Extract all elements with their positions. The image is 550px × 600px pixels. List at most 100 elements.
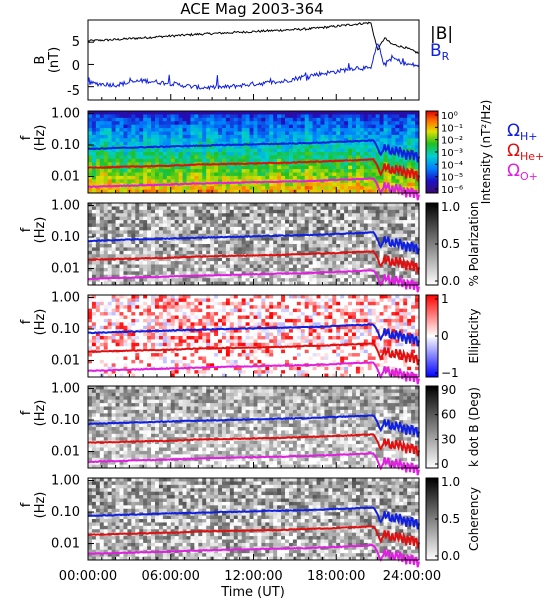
spectrogram-cell (143, 261, 148, 265)
spectrogram-cell (316, 124, 321, 129)
spectrogram-cell (182, 359, 188, 364)
spectrogram-cell (312, 148, 318, 153)
spectrogram-cell (147, 111, 152, 115)
spectrogram-cell (277, 121, 282, 126)
spectrogram-cell (99, 131, 105, 136)
spectrogram-cell (206, 339, 211, 344)
spectrogram-cell (281, 162, 286, 167)
spectrogram-cell (139, 114, 144, 119)
spectrogram-cell (182, 257, 188, 262)
spectrogram-cell (88, 308, 93, 313)
spectrogram-cell (170, 281, 176, 286)
spectrogram-cell (257, 230, 262, 235)
spectrogram-cell (277, 267, 282, 272)
spectrogram-cell (332, 152, 337, 156)
spectrogram-cell (135, 209, 140, 214)
spectrogram-cell (265, 186, 270, 191)
spectrogram-cell (91, 158, 97, 163)
spectrogram-cell (221, 237, 227, 242)
spectrogram-cell (296, 121, 302, 126)
spectrogram-cell (88, 111, 93, 115)
spectrogram-cell (174, 322, 180, 327)
spectrogram-cell (131, 295, 136, 299)
spectrogram-cell (115, 114, 121, 119)
spectrogram-cell (194, 155, 199, 160)
spectrogram-cell (269, 145, 274, 150)
spectrogram-cell (367, 134, 373, 139)
spectrogram-cell (202, 366, 207, 371)
spectrogram-cell (344, 114, 349, 119)
spectrogram-cell (154, 138, 160, 143)
spectrogram-cell (336, 114, 341, 119)
spectrogram-cell (225, 206, 231, 211)
spectrogram-cell (229, 216, 235, 221)
spectrogram-cell (170, 325, 176, 330)
spectrogram-cell (198, 261, 203, 265)
spectrogram-cell (119, 169, 124, 173)
spectrogram-cell (135, 267, 140, 272)
spectrogram-cell (186, 264, 191, 269)
spectrogram-cell (324, 271, 329, 276)
spectrogram-cell (292, 257, 298, 262)
spectrogram-cell (407, 216, 412, 221)
spectrogram-cell (257, 148, 262, 153)
spectrogram-cell (158, 148, 164, 153)
spectrogram-cell (218, 325, 223, 330)
spectrogram-cell (178, 213, 184, 218)
spectrogram-cell (221, 216, 227, 221)
spectrogram-cell (202, 261, 207, 265)
spectrogram-cell (190, 247, 195, 252)
spectrogram-cell (95, 281, 101, 286)
spectrogram-cell (103, 315, 109, 320)
spectrogram-cell (395, 226, 400, 231)
spectrogram-cell (182, 124, 188, 129)
spectrogram-cell (340, 230, 345, 235)
spectrogram-cell (312, 134, 318, 139)
spectrogram-cell (221, 155, 227, 160)
spectrogram-cell (99, 325, 105, 330)
spectrogram-cell (99, 329, 105, 334)
spectrogram-cell (265, 278, 270, 283)
spectrogram-cell (170, 373, 176, 378)
spectrogram-cell (411, 186, 416, 191)
spectrogram-cell (119, 332, 124, 337)
spectrogram-cell (348, 186, 353, 191)
spectrogram-cell (198, 220, 203, 224)
spectrogram-cell (241, 250, 247, 255)
spectrogram-cell (123, 121, 128, 126)
spectrogram-cell (411, 254, 416, 259)
spectrogram-cell (214, 216, 219, 221)
spectrogram-cell (375, 226, 381, 231)
spectrogram-cell (115, 172, 121, 177)
spectrogram-cell (127, 121, 132, 126)
spectrogram-cell (166, 220, 172, 224)
spectrogram-cell (241, 148, 247, 153)
spectrogram-cell (344, 148, 349, 153)
spectrogram-cell (411, 128, 416, 132)
spectrogram-cell (135, 114, 140, 119)
spectrogram-cell (285, 148, 290, 153)
spectrogram-cell (190, 301, 195, 306)
spectrogram-cell (218, 223, 223, 228)
spectrogram-cell (123, 339, 128, 344)
spectrogram-cell (210, 128, 215, 132)
spectrogram-cell (304, 117, 310, 122)
spectrogram-cell (375, 155, 381, 160)
spectrogram-cell (415, 162, 420, 167)
spectrogram-cell (143, 203, 148, 207)
spectrogram-cell (367, 121, 373, 126)
spectrogram-cell (95, 240, 101, 245)
spectrogram-cell (127, 203, 132, 207)
spectrogram-cell (383, 134, 388, 139)
spectrogram-cell (328, 254, 333, 259)
spectrogram-cell (363, 155, 369, 160)
spectrogram-cell (277, 131, 282, 136)
spectrogram-cell (131, 336, 136, 340)
spectrogram-cell (194, 121, 199, 126)
spectrogram-cell (277, 169, 282, 173)
spectrogram-cell (241, 124, 247, 129)
spectrogram-cell (214, 250, 219, 255)
spectrogram-cell (178, 315, 184, 320)
spectrogram-cell (249, 281, 254, 286)
spectrogram-cell (407, 209, 412, 214)
